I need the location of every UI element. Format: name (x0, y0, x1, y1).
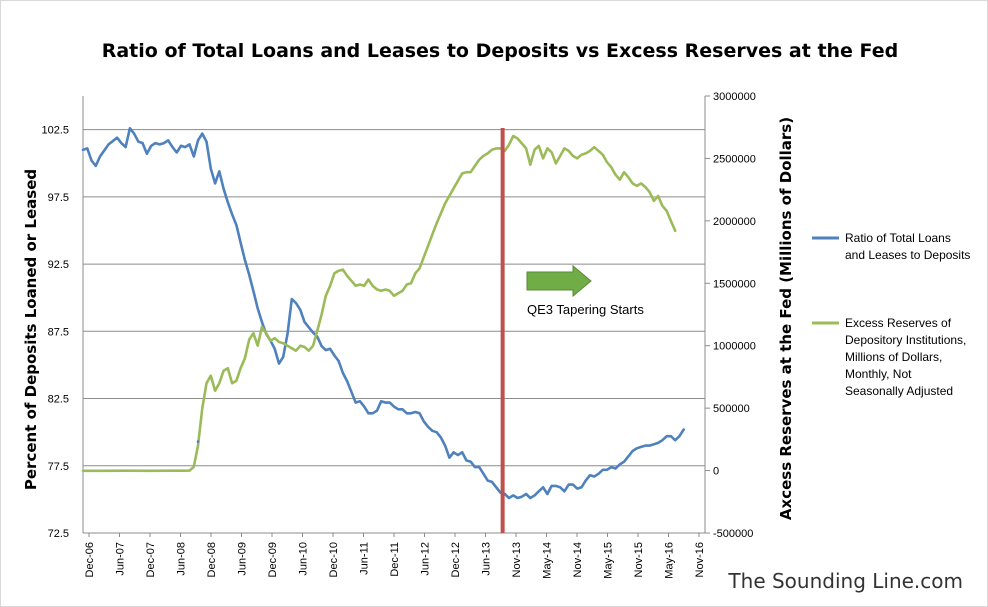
right-tick-label: -500000 (713, 528, 753, 540)
left-tick-label: 82.5 (48, 394, 69, 406)
legend-entry-1: Excess Reserves of Depository Institution… (845, 316, 966, 398)
x-tick-label: Dec-08 (206, 542, 218, 577)
left-tick-label: 77.5 (48, 461, 69, 473)
x-tick-label: Jun-09 (237, 542, 249, 576)
x-tick-label: May-15 (603, 542, 615, 579)
right-axis-ticks: -500000 0 500000 1000000 1500000 2000000 25000… (705, 91, 756, 540)
x-axis-ticks: Dec-06 Jun-07 Dec-07 Jun-08 Dec-08 Jun-09 Dec-… (84, 533, 706, 579)
stray-point (196, 440, 200, 443)
x-tick-label: Nov-13 (511, 542, 523, 577)
right-tick-label: 0 (713, 466, 719, 478)
watermark: The Sounding Line.com (727, 569, 963, 593)
right-tick-label: 3000000 (713, 91, 756, 103)
right-tick-label: 1500000 (713, 278, 756, 290)
x-tick-label: Jun-08 (176, 542, 188, 576)
x-tick-label: Jun-10 (298, 542, 310, 576)
x-tick-label: Jun-12 (420, 542, 432, 576)
left-tick-label: 97.5 (48, 192, 69, 204)
x-tick-label: Nov-16 (694, 542, 706, 577)
x-tick-label: Dec-11 (389, 542, 401, 577)
x-tick-label: Jun-07 (115, 542, 127, 576)
x-tick-label: Dec-10 (328, 542, 340, 577)
legend: Ratio of Total Loans and Leases to Deposi… (812, 231, 970, 398)
left-tick-label: 72.5 (48, 528, 69, 540)
gridlines (82, 96, 706, 534)
chart-title: Ratio of Total Loans and Leases to Depos… (102, 40, 899, 62)
right-tick-label: 500000 (713, 403, 750, 415)
left-tick-label: 92.5 (48, 259, 69, 271)
series-line-0 (81, 127, 686, 500)
x-tick-label: Dec-09 (267, 542, 279, 577)
left-axis-title: Percent of Deposits Loaned or Leased (22, 169, 40, 490)
annotation-layer: QE3 Tapering Starts (196, 128, 644, 533)
x-tick-label: Dec-12 (450, 542, 462, 577)
x-tick-label: Dec-07 (145, 542, 157, 577)
left-axis-ticks: 72.5 77.5 82.5 87.5 92.5 97.5 102.5 (41, 125, 69, 540)
x-tick-label: Nov-14 (572, 542, 584, 577)
tapering-label: QE3 Tapering Starts (527, 302, 644, 317)
series-line-1 (81, 134, 677, 473)
right-tick-label: 2500000 (713, 153, 756, 165)
x-tick-label: May-14 (542, 542, 554, 579)
series-layer (81, 127, 686, 500)
x-tick-label: Jun-11 (359, 542, 371, 575)
x-tick-label: Nov-15 (633, 542, 645, 577)
tapering-arrow (526, 264, 592, 298)
x-tick-label: Dec-06 (84, 542, 96, 577)
legend-entry-0: Ratio of Total Loans and Leases to Deposi… (845, 231, 970, 262)
right-tick-label: 1000000 (713, 341, 756, 353)
left-tick-label: 87.5 (48, 326, 69, 338)
x-tick-label: Jun-13 (481, 542, 493, 576)
right-axis-title: Axcess Reserves at the Fed (Millions of … (777, 117, 795, 520)
x-tick-label: May-16 (664, 542, 676, 579)
left-tick-label: 102.5 (41, 125, 69, 137)
right-tick-label: 2000000 (713, 216, 756, 228)
